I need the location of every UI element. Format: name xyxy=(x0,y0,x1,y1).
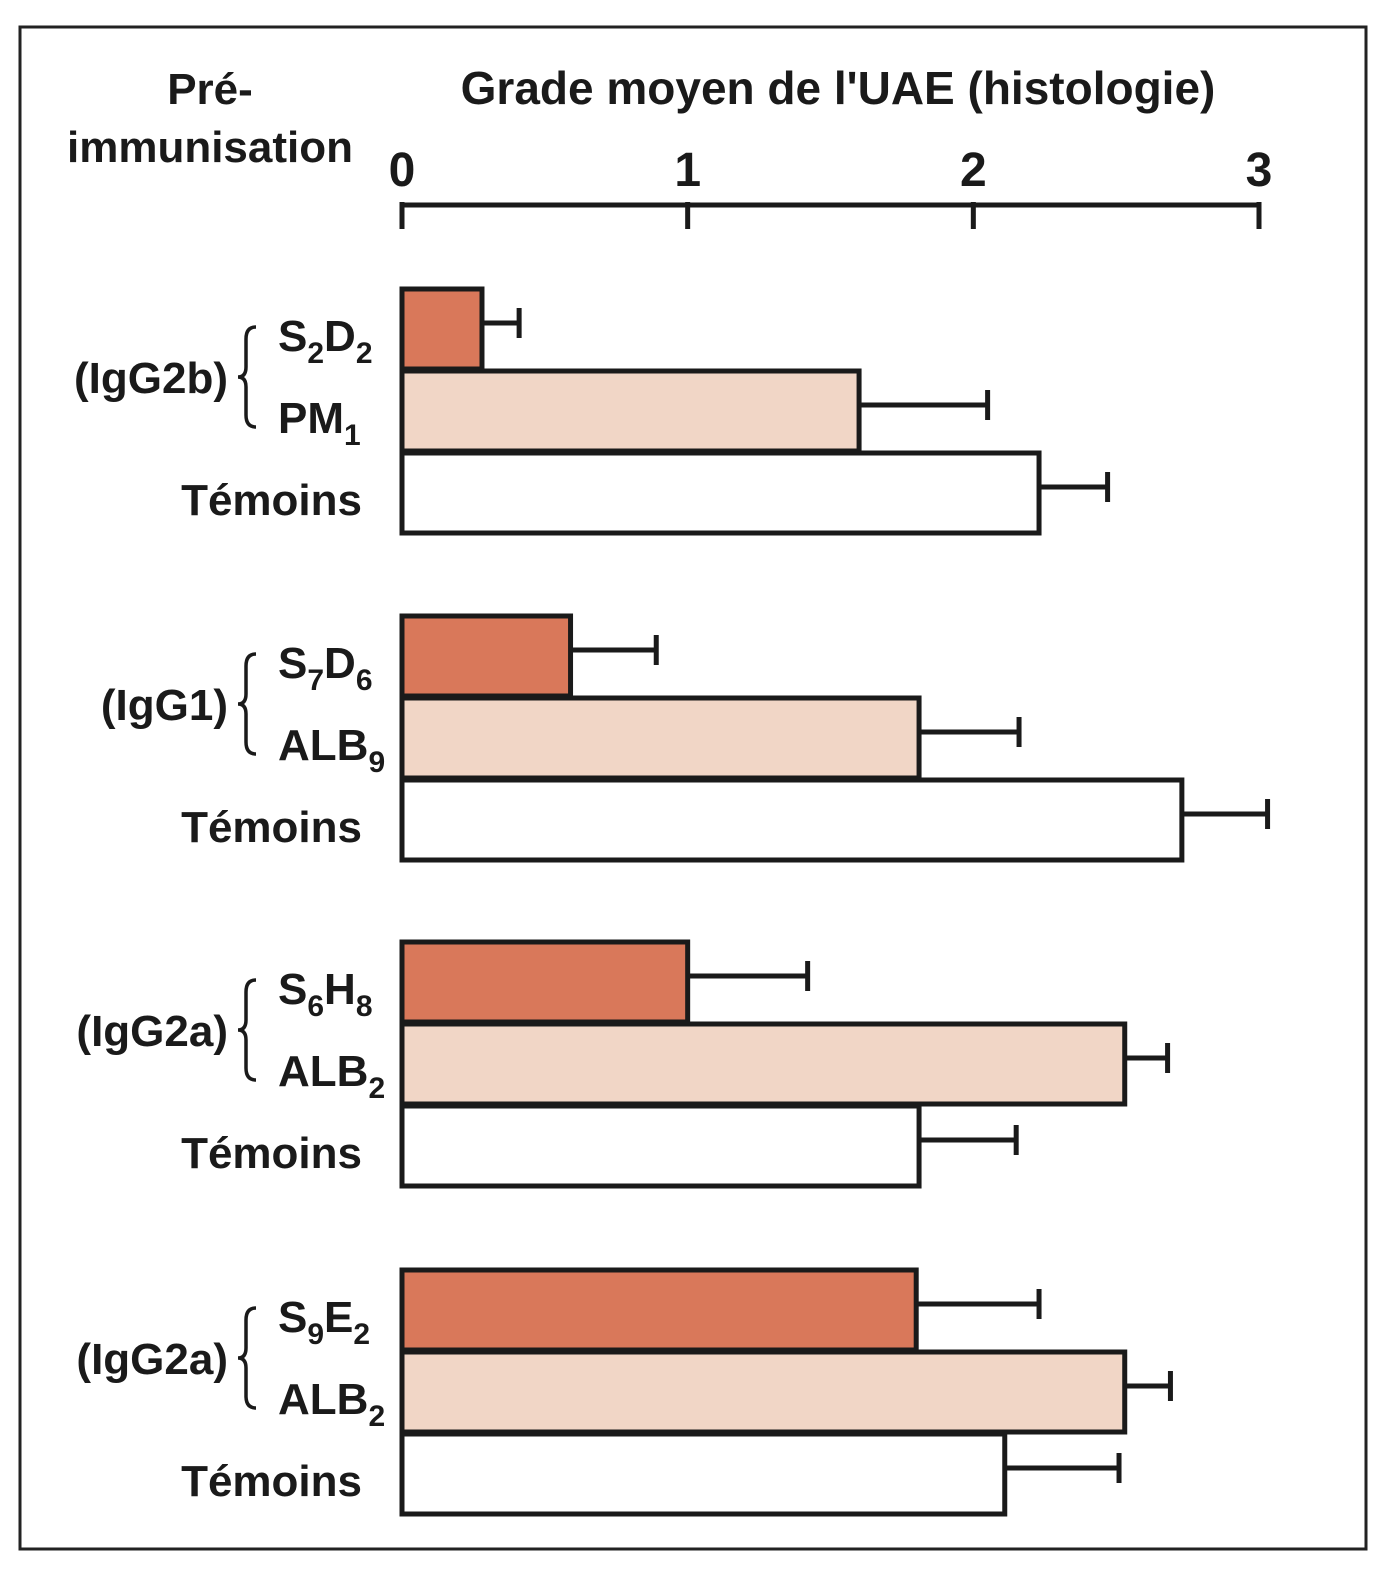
row-label-subscript: 2 xyxy=(356,337,373,370)
row-label-base: S xyxy=(278,639,307,688)
row-label-base: ALB xyxy=(278,721,368,770)
group-brace xyxy=(237,652,257,756)
bar-groups: S2D2PM1Témoins(IgG2b)S7D6ALB9Témoins(IgG… xyxy=(74,286,1271,1517)
isotype-label: (IgG1) xyxy=(101,681,228,730)
bar-temoins xyxy=(399,1431,1008,1517)
row-label-mid: D xyxy=(324,639,356,688)
row-label-text: Témoins xyxy=(181,1129,362,1178)
isotype-label: (IgG2b) xyxy=(74,354,228,403)
row-label-subscript: 2 xyxy=(368,1400,385,1433)
group-brace xyxy=(237,978,257,1082)
row-label-text: Témoins xyxy=(181,1457,362,1506)
row-header-line-2: immunisation xyxy=(67,123,353,172)
chart-title: Grade moyen de l'UAE (histologie) xyxy=(461,62,1216,114)
row-label-subscript: 6 xyxy=(356,664,373,697)
row-label: ALB2 xyxy=(278,1375,385,1433)
bar-specific xyxy=(399,1267,919,1353)
row-label-subscript: 2 xyxy=(353,1318,370,1351)
row-label: S2D2 xyxy=(278,312,373,370)
row-label-subscript: 9 xyxy=(368,746,385,779)
isotype-label: (IgG2a) xyxy=(76,1007,228,1056)
row-label-base: PM xyxy=(278,394,344,443)
row-label-subscript: 6 xyxy=(307,990,324,1023)
row-label-mid: H xyxy=(324,965,356,1014)
row-label: S9E2 xyxy=(278,1293,370,1351)
row-label-base: S xyxy=(278,1293,307,1342)
group-brace xyxy=(237,325,257,429)
x-tick-label: 1 xyxy=(674,144,701,197)
group-brace xyxy=(237,1306,257,1410)
row-label: S6H8 xyxy=(278,965,373,1023)
row-header-line-1: Pré- xyxy=(167,65,253,114)
row-label-mid: D xyxy=(324,312,356,361)
row-label: S7D6 xyxy=(278,639,373,697)
bar-control_ab xyxy=(399,695,922,781)
x-tick-label: 2 xyxy=(960,144,987,197)
row-label-base: S xyxy=(278,312,307,361)
row-label: Témoins xyxy=(181,1129,362,1178)
bar-control_ab xyxy=(399,1349,1128,1435)
bar-control_ab xyxy=(399,368,862,454)
x-tick-label: 3 xyxy=(1246,144,1273,197)
row-label-subscript: 2 xyxy=(368,1072,385,1105)
bar-control_ab xyxy=(399,1021,1128,1107)
row-label: Témoins xyxy=(181,803,362,852)
bar-specific xyxy=(399,939,691,1025)
row-label-subscript: 7 xyxy=(307,664,324,697)
x-axis: 0 1 2 3 xyxy=(389,144,1273,229)
row-label-subscript: 2 xyxy=(307,337,324,370)
row-label: Témoins xyxy=(181,476,362,525)
bar-temoins xyxy=(399,1103,922,1189)
row-label-base: ALB xyxy=(278,1375,368,1424)
bar-specific xyxy=(399,286,485,372)
row-label-subscript: 1 xyxy=(344,419,361,452)
row-label-mid: E xyxy=(324,1293,353,1342)
row-label: ALB9 xyxy=(278,721,385,779)
isotype-label: (IgG2a) xyxy=(76,1335,228,1384)
row-label-subscript: 9 xyxy=(307,1318,324,1351)
bar-specific xyxy=(399,613,574,699)
row-label-base: S xyxy=(278,965,307,1014)
row-label-base: ALB xyxy=(278,1047,368,1096)
row-label-text: Témoins xyxy=(181,476,362,525)
row-label: ALB2 xyxy=(278,1047,385,1105)
row-label-subscript: 8 xyxy=(356,990,373,1023)
x-tick-label: 0 xyxy=(389,144,416,197)
row-label-text: Témoins xyxy=(181,803,362,852)
bar-temoins xyxy=(399,777,1185,863)
bar-temoins xyxy=(399,450,1042,536)
row-label: Témoins xyxy=(181,1457,362,1506)
row-label: PM1 xyxy=(278,394,361,452)
